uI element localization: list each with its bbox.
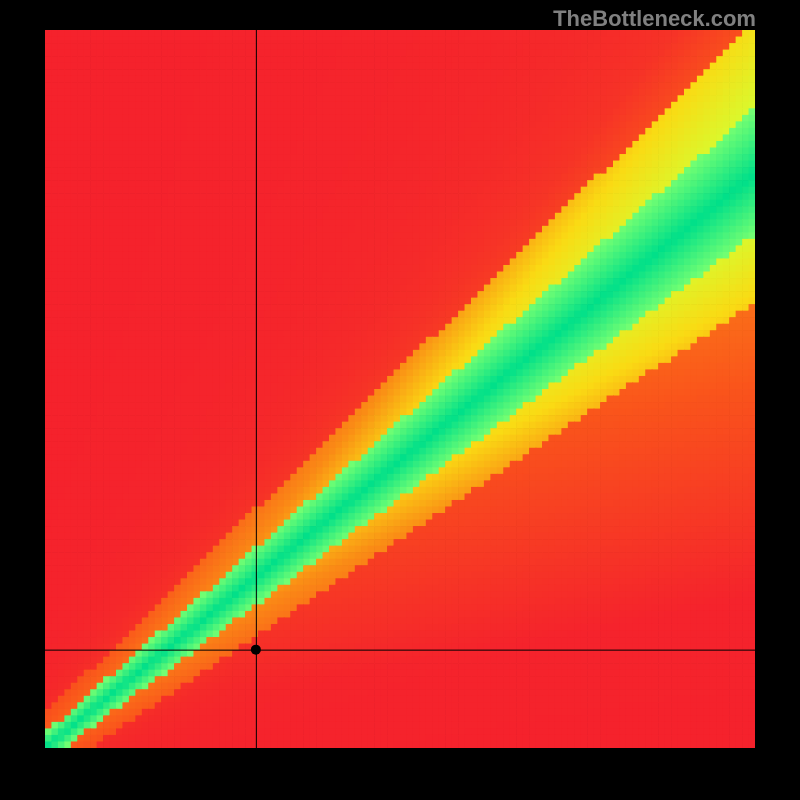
chart-container: TheBottleneck.com (0, 0, 800, 800)
heatmap-canvas (45, 30, 755, 748)
watermark-text: TheBottleneck.com (553, 6, 756, 32)
